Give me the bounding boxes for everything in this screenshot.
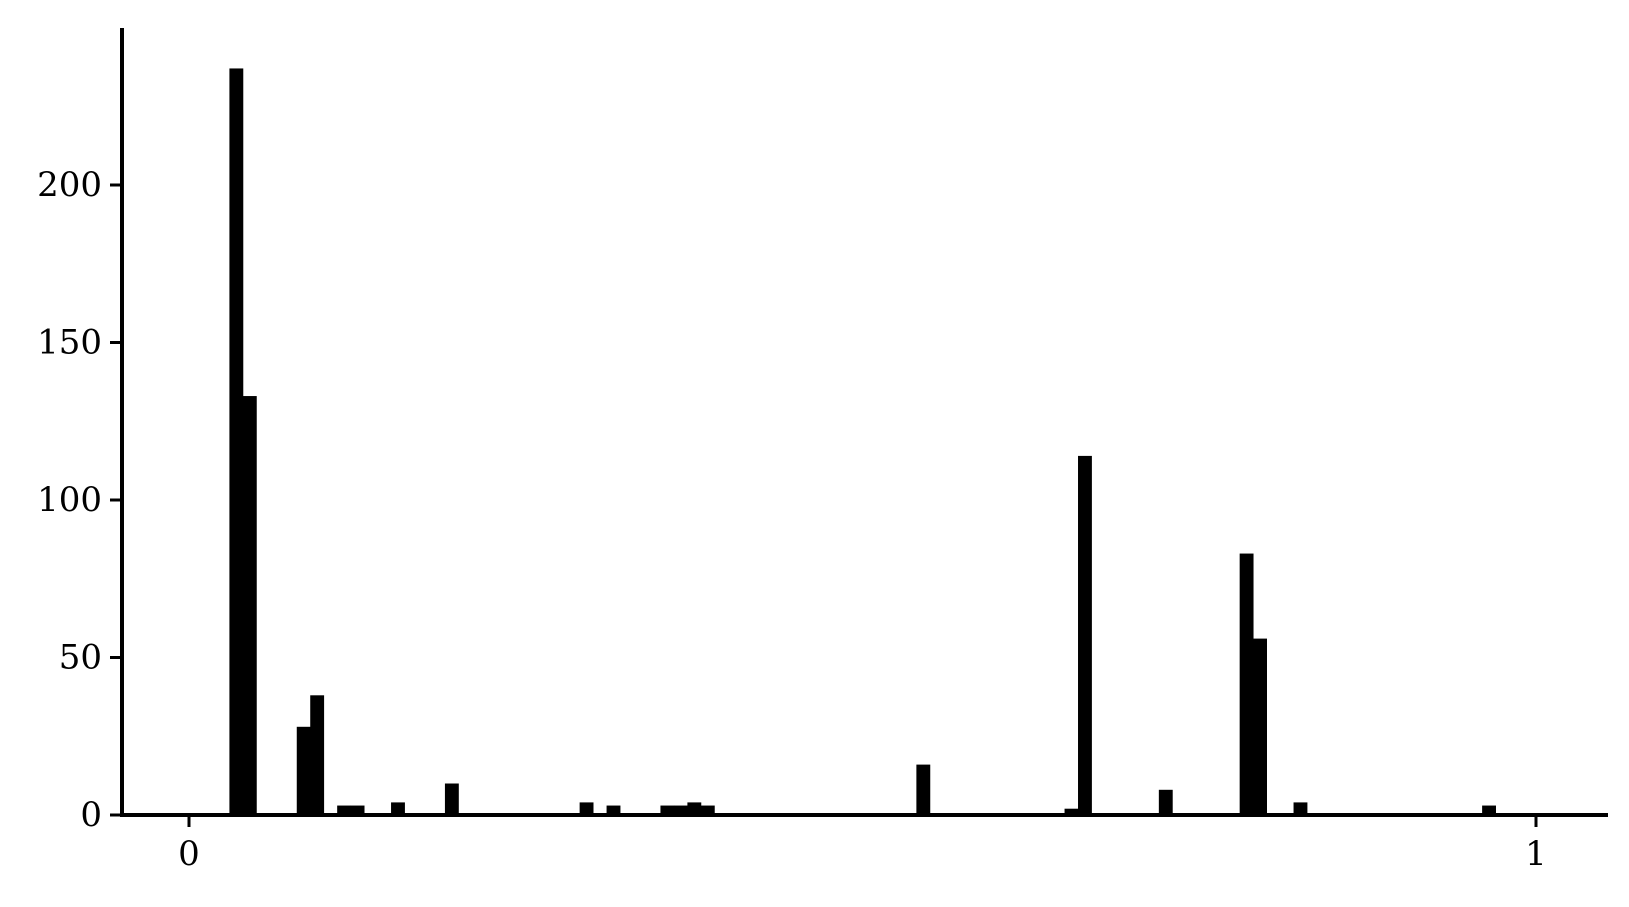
y-tick-label: 0 xyxy=(80,795,102,835)
histogram-bar xyxy=(242,396,257,815)
y-tick-label: 150 xyxy=(37,323,102,363)
x-tick-label: 0 xyxy=(178,834,200,874)
y-axis-ticks: 0 50 100 150 200 xyxy=(37,165,122,835)
y-tick-label: 100 xyxy=(37,480,102,520)
y-tick-label: 200 xyxy=(37,165,102,205)
histogram-bar xyxy=(673,805,688,815)
histogram-bar xyxy=(1293,802,1308,815)
histogram-bar xyxy=(310,695,325,815)
histogram-bar xyxy=(1239,553,1254,815)
histogram-bar xyxy=(687,802,702,815)
histogram-bar xyxy=(229,68,244,815)
x-tick-label: 1 xyxy=(1525,834,1547,874)
histogram-bar xyxy=(606,805,621,815)
histogram-bar xyxy=(700,805,715,815)
histogram-bar xyxy=(296,726,311,815)
histogram-bar xyxy=(337,805,352,815)
y-tick-label: 50 xyxy=(59,638,102,678)
histogram-bar xyxy=(391,802,405,815)
histogram-bar xyxy=(660,805,675,815)
histogram-bar xyxy=(350,805,365,815)
histogram-bar xyxy=(444,783,459,815)
histogram-bar xyxy=(916,764,931,815)
histogram-bar xyxy=(1064,808,1079,815)
histogram-bar xyxy=(1482,805,1496,815)
histogram-bars xyxy=(229,68,1496,815)
histogram-bar xyxy=(1078,455,1092,815)
histogram-bar xyxy=(1158,789,1173,815)
histogram-bar xyxy=(579,802,594,815)
histogram-bar xyxy=(1253,638,1267,815)
